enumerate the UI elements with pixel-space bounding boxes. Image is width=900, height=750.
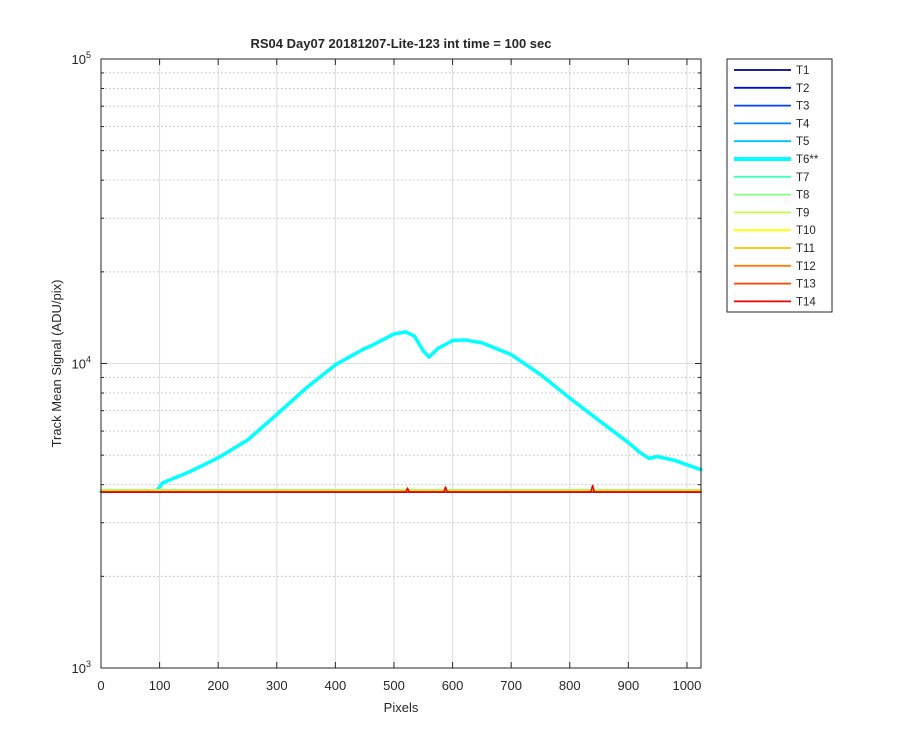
x-tick-label: 800 — [559, 678, 581, 693]
legend-label: T3 — [796, 101, 809, 113]
x-tick-label: 700 — [500, 678, 522, 693]
x-axis-label: Pixels — [384, 700, 419, 715]
legend-label: T4 — [796, 118, 810, 130]
legend-label: T7 — [796, 172, 809, 184]
legend-label: T11 — [796, 243, 815, 255]
x-tick-label: 400 — [325, 678, 347, 693]
x-tick-label: 600 — [442, 678, 464, 693]
legend-label: T5 — [796, 136, 809, 148]
legend-label: T14 — [796, 296, 816, 308]
grid — [100, 58, 701, 669]
y-tick-label: 104 — [72, 355, 91, 372]
legend-label: T13 — [796, 279, 816, 291]
x-tick-label: 1000 — [672, 678, 701, 693]
legend-items: T1 T2 T3 T4 T5 T6** T7 T8 T9 T10 T11 T12 T13 T14 — [734, 65, 819, 308]
ticks: 0 100 200 300 400 500 600 700 800 900 1000 103 104 10… — [72, 50, 702, 693]
x-tick-label: 0 — [97, 678, 104, 693]
y-axis-label: Track Mean Signal (ADU/pix) — [49, 280, 64, 448]
legend: T1 T2 T3 T4 T5 T6** T7 T8 T9 T10 T11 T12 T13 T14 — [726, 58, 833, 313]
legend-label: T8 — [796, 190, 809, 202]
legend-label: T2 — [796, 83, 809, 95]
plot-area: 0 100 200 300 400 500 600 700 800 900 1000 103 104 10… — [72, 50, 703, 693]
legend-label: T1 — [796, 65, 809, 77]
series-line-t6 — [99, 330, 703, 494]
legend-label: T6** — [796, 154, 819, 166]
legend-label: T9 — [796, 207, 809, 219]
x-tick-label: 300 — [266, 678, 288, 693]
legend-label: T10 — [796, 225, 816, 237]
chart-title: RS04 Day07 20181207-Lite-123 int time = … — [251, 36, 552, 51]
x-tick-label: 200 — [207, 678, 229, 693]
x-tick-label: 100 — [149, 678, 171, 693]
y-tick-label: 105 — [72, 50, 91, 67]
series-layer — [99, 330, 703, 494]
series-line-t14 — [100, 484, 702, 493]
legend-label: T12 — [796, 261, 816, 273]
legend-box — [726, 58, 833, 313]
x-tick-label: 900 — [617, 678, 639, 693]
x-tick-label: 500 — [383, 678, 405, 693]
y-tick-label: 103 — [72, 659, 91, 676]
